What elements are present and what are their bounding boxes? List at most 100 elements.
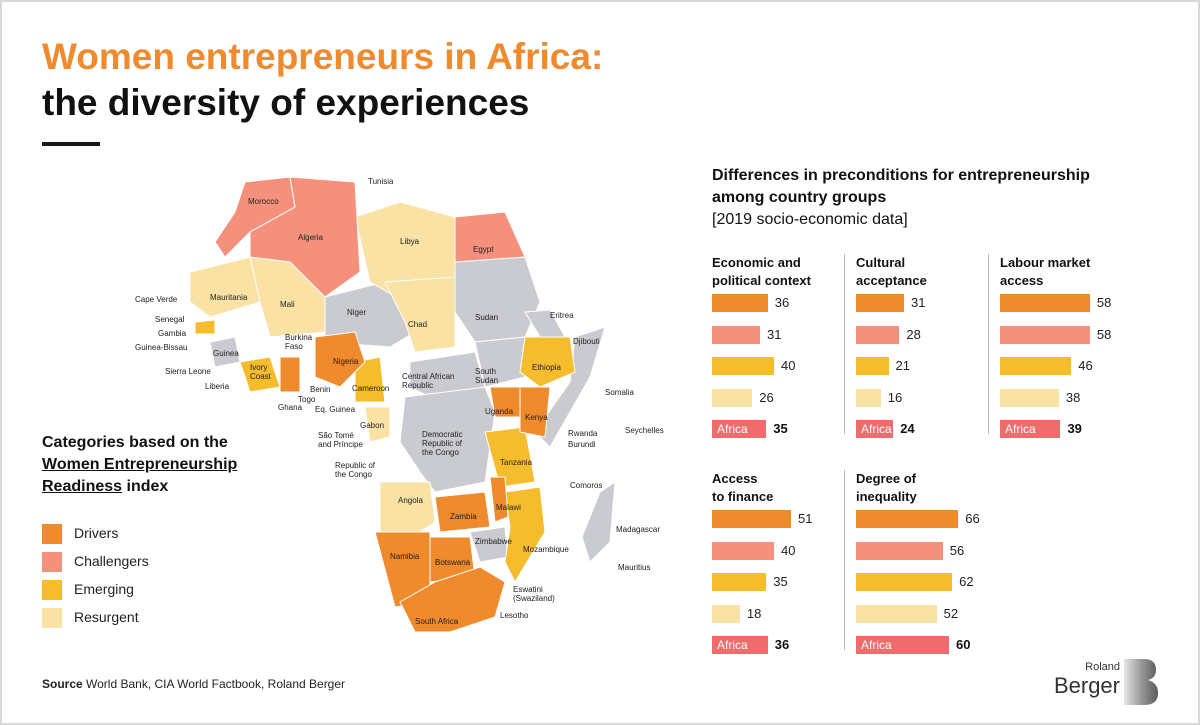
bar: [712, 604, 740, 623]
map-label: Seychelles: [625, 426, 664, 435]
map-gabon-area: [364, 406, 391, 443]
bar: [856, 510, 959, 528]
source-text: World Bank, CIA World Factbook, Roland B…: [82, 677, 346, 691]
bar: [1000, 325, 1090, 344]
bar: [712, 510, 792, 528]
map-label: Egypt: [473, 245, 494, 254]
legend-swatch: [42, 580, 62, 600]
map-label: Lesotho: [500, 611, 529, 620]
title-rule: [42, 142, 100, 146]
map-somalia: [534, 326, 606, 448]
map-label: Cape Verde: [135, 295, 178, 304]
legend-item-challengers: Challengers: [42, 550, 262, 574]
title-line-2: the diversity of experiences: [42, 82, 530, 123]
bar-value-label: 62: [959, 574, 974, 589]
map-label: Tanzania: [500, 458, 533, 467]
map-label: Guinea-Bissau: [135, 343, 187, 352]
africa-bar-label: Africa: [717, 638, 748, 652]
bar-value-label: 40: [781, 542, 796, 558]
logo-line-1: Roland: [1085, 661, 1120, 673]
bar-value-label: 56: [949, 542, 965, 558]
bar: [712, 636, 768, 654]
chart-group: Degree of inequality 66 56 62 52 Africa 60: [856, 470, 991, 661]
legend-item-resurgent: Resurgent: [42, 606, 262, 630]
map-label: Benin: [310, 385, 330, 394]
map-label: Angola: [398, 496, 423, 505]
chart-group-title: Degree of inequality: [856, 471, 917, 504]
chart-group: Access to finance 51 40 35 18 Africa 36: [712, 470, 847, 661]
map-cameroon: [354, 356, 386, 403]
bar-value-label: 58: [1096, 326, 1112, 342]
title-line-1: Women entrepreneurs in Africa:: [42, 36, 604, 77]
chart-heading: Differences in preconditions for entrepr…: [712, 165, 1090, 231]
map-south-sudan: [474, 336, 526, 388]
map-south-africa: [399, 566, 506, 633]
legend-title: Categories based on the Women Entreprene…: [42, 432, 237, 498]
map-chad: [384, 276, 456, 353]
source-label: Source: [42, 677, 83, 691]
logo-line-2: Berger: [1053, 673, 1120, 698]
bar-value-label: 16: [887, 389, 903, 405]
map-label: South Sudan: [475, 367, 498, 385]
bar: [1000, 357, 1072, 375]
map-label: Botswana: [435, 558, 471, 567]
chart-group-title: Access to finance: [712, 471, 774, 504]
bar-value-label: 26: [759, 389, 774, 405]
map-zambia: [434, 491, 491, 533]
chart-separator: [844, 470, 845, 650]
legend-title-readiness: Readiness: [42, 478, 123, 495]
africa-bar-label: Africa: [861, 422, 892, 436]
map-label: Ivory Coast: [250, 363, 272, 381]
map-label: Namibia: [390, 552, 420, 561]
map-label: Nigeria: [333, 357, 359, 366]
bar-value-label: 36: [774, 295, 790, 310]
map-label: Libya: [400, 237, 420, 246]
bar-value-label: 40: [781, 358, 796, 373]
map-kenya: [519, 386, 551, 438]
bar: [1000, 388, 1059, 407]
map-label: Eritrea: [550, 311, 574, 320]
chart-title-line-2: among country groups: [712, 189, 887, 206]
bar: [712, 325, 761, 344]
map-label: Gambia: [158, 329, 187, 338]
map-label: Kenya: [525, 413, 548, 422]
map-label: São Tomé and Príncipe: [318, 431, 363, 449]
bar: [856, 294, 905, 312]
bar-value-label: 52: [943, 605, 959, 621]
africa-bar-label: Africa: [1005, 422, 1036, 436]
map-label: Djibouti: [573, 337, 600, 346]
bar: [856, 636, 949, 654]
bar-value-label: 31: [911, 295, 926, 310]
map-madagascar: [581, 481, 616, 563]
map-label: Togo: [298, 395, 316, 404]
bar: [856, 357, 889, 375]
map-label: Madagascar: [616, 525, 660, 534]
map-label: Morocco: [248, 197, 279, 206]
bar: [1000, 294, 1090, 312]
map-label: Comoros: [570, 481, 602, 490]
bar-value-label: 39: [1067, 421, 1082, 436]
legend-item-label: Drivers: [74, 525, 119, 541]
map-label: Cameroon: [352, 384, 389, 393]
chart-group: Economic and political context 36 31 40 26 Afr…: [712, 254, 847, 445]
chart-separator: [844, 254, 845, 434]
africa-bar-label: Africa: [717, 422, 748, 436]
map-drc: [399, 386, 496, 493]
bar: [856, 541, 943, 560]
map-tanzania: [484, 426, 536, 488]
bar-value-label: 58: [1096, 295, 1112, 310]
legend-item-emerging: Emerging: [42, 578, 262, 602]
bar: [856, 604, 937, 623]
map-malawi: [489, 476, 509, 523]
map-label: Eswatini (Swaziland): [513, 585, 555, 603]
chart-group-title: Economic and political context: [712, 255, 811, 288]
bar: [712, 388, 753, 407]
map-ethiopia: [519, 336, 576, 388]
chart-group: Cultural acceptance 31 28 21 16 Africa 24: [856, 254, 991, 445]
map-label: Algeria: [298, 233, 323, 242]
map-label: Somalia: [605, 388, 634, 397]
map-nigeria: [314, 331, 366, 388]
bar: [712, 294, 768, 312]
map-label: Mozambique: [523, 545, 569, 554]
